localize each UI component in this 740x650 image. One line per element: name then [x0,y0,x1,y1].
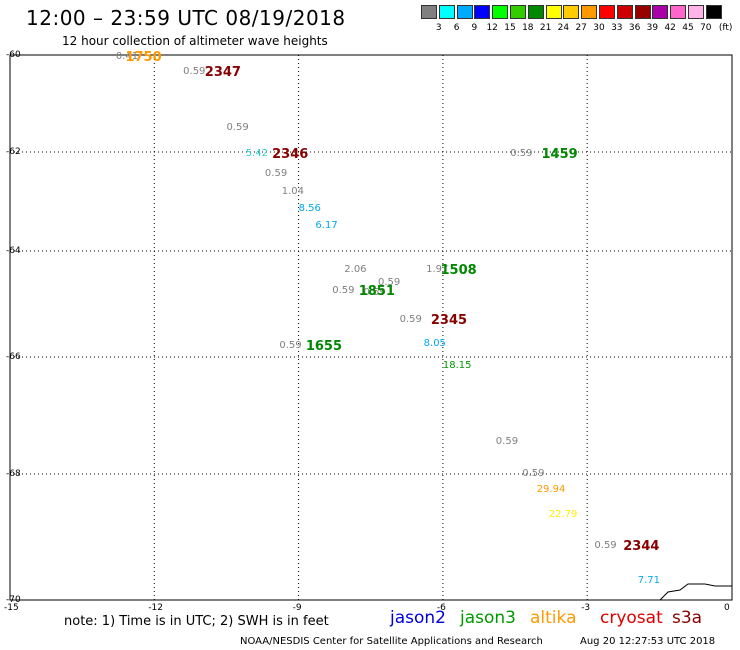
latitude-tick-label: -68 [6,469,21,479]
legend-label: 24 [557,23,570,33]
satellite-jason2: jason2 [390,608,446,628]
swh-value: 2.06 [344,263,367,275]
longitude-tick-label: -12 [148,603,163,613]
legend-label: 33 [611,23,623,33]
legend-swatch [421,5,437,19]
pass-time: 2344 [623,539,660,555]
satellite-jason3: jason3 [460,608,516,628]
pass-time: 1851 [358,283,395,299]
swh-value: 5.42 [245,148,268,160]
map-frame [9,54,733,601]
swh-value: 0.59 [363,287,386,299]
swh-value: 0.59 [399,313,422,325]
legend-swatch [705,5,722,19]
legend-swatch [616,5,633,19]
latitude-tick-label: -62 [6,147,21,157]
legend-swatch [652,5,669,19]
swh-value: 6.17 [315,220,338,232]
latitude-tick-label: -66 [6,352,21,362]
pass-time: 1750 [125,50,162,66]
pass-time: 2345 [430,312,468,328]
legend-swatch [510,5,526,19]
footer-note: note: 1) Time is in UTC; 2) SWH is in fe… [64,614,329,629]
latitude-tick-label: -64 [6,246,21,256]
swh-value: 0.59 [495,435,519,447]
swh-value: 0.59 [332,284,355,296]
longitude-tick-label: -9 [292,603,302,613]
legend-unit: (ft) [718,23,733,33]
legend-label: 9 [471,23,478,33]
swh-value: 1.97 [426,263,449,275]
legend-label: 21 [539,23,552,33]
legend-swatch [670,5,687,19]
swh-value: 0.59 [594,540,617,552]
swh-value: 18.15 [442,359,472,371]
legend-label: 45 [682,23,694,33]
satellite-s3a: s3a [672,608,703,628]
pass-time: 2347 [204,64,241,80]
legend-swatch [438,5,455,19]
swh-value: 0.59 [183,65,206,77]
map-subtitle: 12 hour collection of altimeter wave hei… [62,34,328,48]
swh-value: 0.59 [377,276,401,288]
swh-value: 0.59 [522,468,545,479]
pass-time: 1655 [305,339,342,355]
swh-value: 8.56 [298,202,321,214]
longitude-tick-label: -6 [436,603,446,613]
legend-swatch [456,5,473,19]
pass-time: 1459 [541,147,578,163]
swh-value: 1.04 [281,185,305,197]
legend-swatch [581,5,598,19]
swh-value: 29.94 [536,483,566,495]
legend-label: 18 [522,23,534,33]
legend-label: 36 [628,23,641,33]
legend-label: 12 [486,23,498,33]
legend-swatch [545,5,562,19]
legend-label: 70 [700,23,712,33]
swh-value: 0.59 [510,148,533,160]
swh-value: 0.59 [279,340,302,352]
legend-label: 42 [664,23,676,33]
latitude-tick-label: -70 [6,595,21,605]
coastline [659,583,732,601]
legend-swatch [599,5,615,19]
longitude-tick-label: 0 [724,603,730,613]
swh-value: 0.59 [226,121,249,133]
longitude-tick-label: -15 [4,603,19,613]
legend-swatch [527,5,544,19]
swh-value: 22.79 [548,508,578,520]
legend-label: 30 [593,23,605,33]
latitude-tick-label: -60 [6,50,21,60]
swh-value: 7.71 [637,575,660,587]
legend-swatch [474,5,491,19]
longitude-tick-label: -3 [581,603,591,613]
pass-time: 2346 [272,147,309,163]
legend-label: 39 [646,23,659,33]
satellite-altika: altika [530,608,577,628]
graticule [10,55,732,600]
map-title: 12:00 – 23:59 UTC 08/19/2018 [26,6,346,30]
generated-timestamp: Aug 20 12:27:53 UTC 2018 [580,636,716,647]
satellite-cryosat: cryosat [600,608,663,628]
legend-label: 6 [453,23,460,33]
swh-value: 8.05 [423,337,446,349]
legend-label: 15 [504,23,516,33]
legend-swatch [492,5,509,19]
legend-swatch [634,5,651,19]
legend-label: 27 [575,23,587,33]
pass-time: 1508 [440,262,477,278]
legend-label: 3 [435,23,442,33]
credit-text: NOAA/NESDIS Center for Satellite Applica… [240,636,543,647]
legend-swatch [563,5,580,19]
legend-swatch [688,5,704,19]
swh-value: 0.59 [264,168,288,180]
swh-value: 0.41 [115,51,139,63]
